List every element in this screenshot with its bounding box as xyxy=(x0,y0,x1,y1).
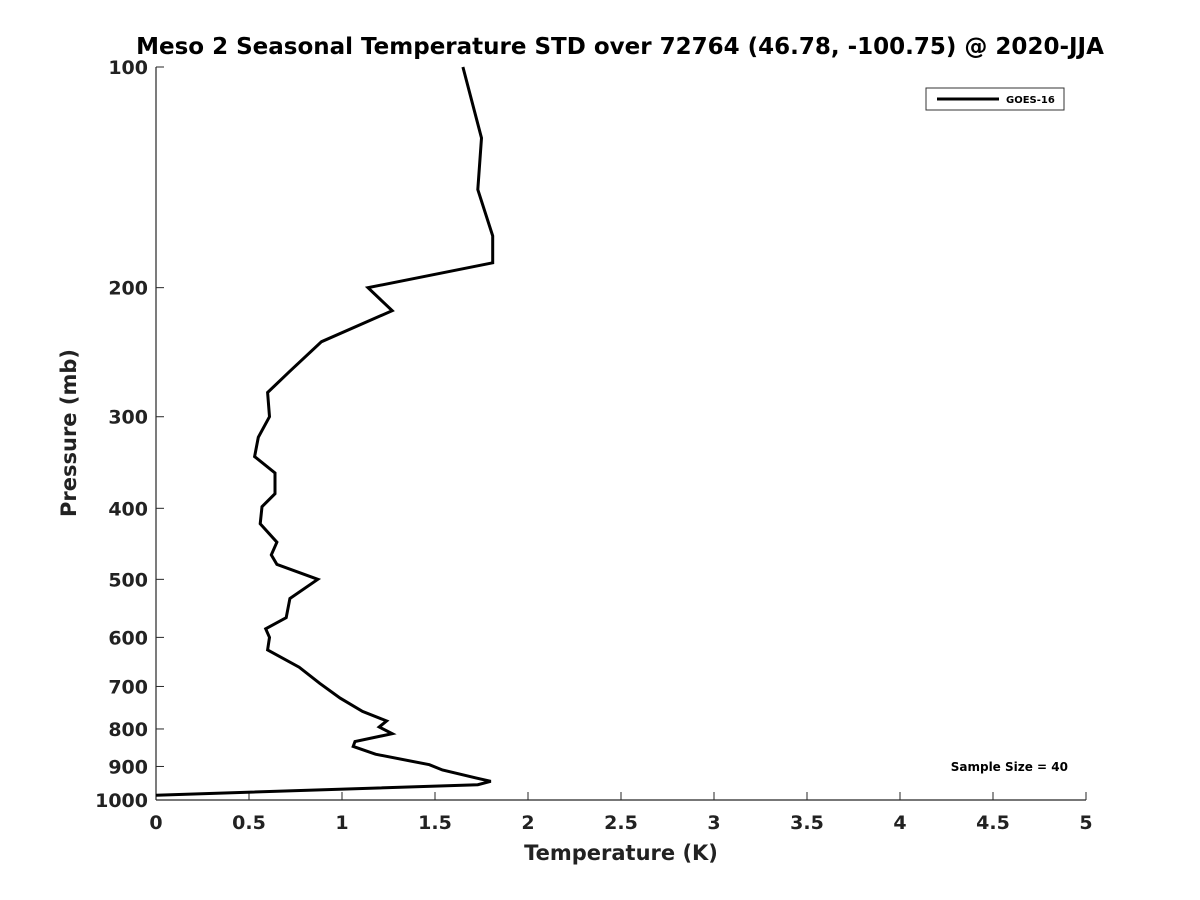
y-tick-label: 600 xyxy=(108,627,148,649)
x-tick-label: 1 xyxy=(335,812,348,834)
y-tick-label: 900 xyxy=(108,756,148,778)
y-tick-label: 100 xyxy=(108,57,148,79)
legend-label-goes-16: GOES-16 xyxy=(1006,95,1055,106)
x-tick-label: 0 xyxy=(149,812,162,834)
x-tick-label: 0.5 xyxy=(232,812,266,834)
y-ticks: 100 200 300 400 500 600 700 800 900 1000 xyxy=(95,57,164,812)
x-tick-label: 1.5 xyxy=(418,812,452,834)
y-axis-label: Pressure (mb) xyxy=(57,349,81,517)
y-tick-label: 200 xyxy=(108,278,148,300)
x-ticks: 0 0.5 1 1.5 2 2.5 3 3.5 4 4.5 5 xyxy=(149,792,1093,834)
y-tick-label: 1000 xyxy=(95,790,148,812)
y-tick-label: 500 xyxy=(108,569,148,591)
y-tick-label: 300 xyxy=(108,407,148,429)
series-line-goes-16 xyxy=(155,66,495,797)
x-tick-label: 3.5 xyxy=(790,812,824,834)
x-tick-label: 4.5 xyxy=(976,812,1010,834)
x-tick-label: 2 xyxy=(521,812,534,834)
legend: GOES-16 xyxy=(925,87,1065,111)
y-tick-label: 800 xyxy=(108,719,148,741)
x-tick-label: 2.5 xyxy=(604,812,638,834)
x-axis-label: Temperature (K) xyxy=(524,841,718,865)
chart-title: Meso 2 Seasonal Temperature STD over 727… xyxy=(136,34,1104,60)
x-tick-label: 5 xyxy=(1079,812,1092,834)
x-tick-label: 3 xyxy=(707,812,720,834)
x-tick-label: 4 xyxy=(893,812,906,834)
sample-size-annotation: Sample Size = 40 xyxy=(951,760,1068,774)
y-tick-label: 400 xyxy=(108,498,148,520)
y-tick-label: 700 xyxy=(108,676,148,698)
